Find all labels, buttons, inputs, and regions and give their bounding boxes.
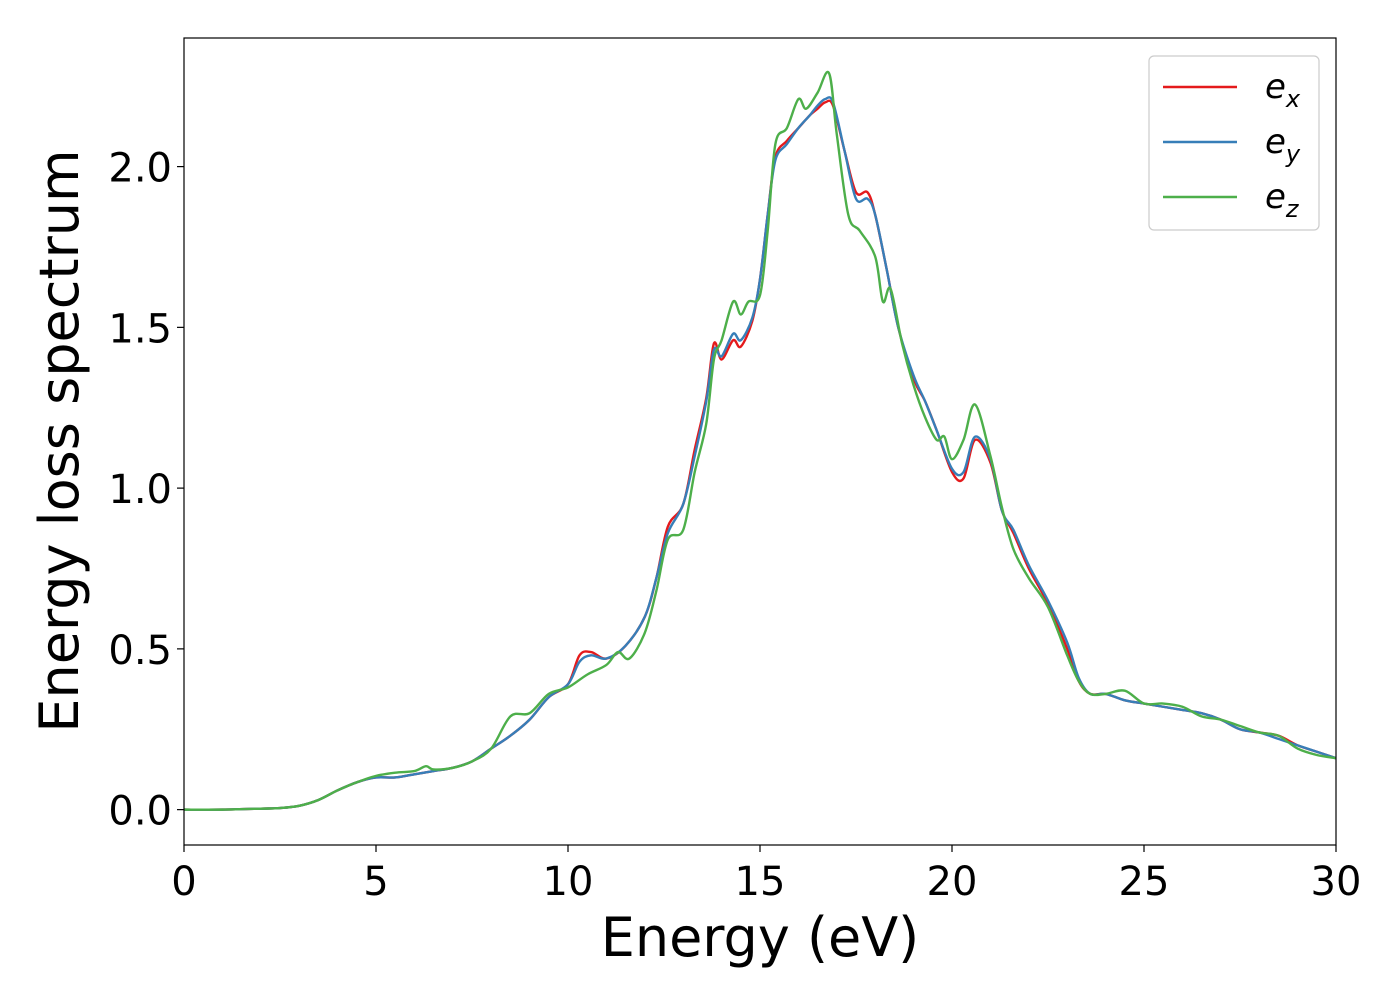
x-tick-label: 25	[1119, 859, 1170, 905]
x-axis: 0 5 10 15 20 25 30	[171, 845, 1361, 905]
legend-label-x: ex	[1265, 67, 1301, 113]
x-tick-label: 0	[171, 859, 196, 905]
y-tick-label: 0.0	[108, 789, 172, 835]
y-tick-label: 2.0	[108, 146, 172, 192]
y-tick-label: 1.0	[108, 467, 172, 513]
x-tick-label: 20	[927, 859, 978, 905]
series-line-z	[183, 70, 1337, 811]
x-tick-label: 10	[543, 859, 594, 905]
legend-label-y: ey	[1265, 122, 1301, 168]
y-axis: 0.0 0.5 1.0 1.5 2.0	[108, 146, 184, 835]
plot-area	[184, 38, 1336, 845]
x-tick-label: 15	[735, 859, 786, 905]
y-tick-label: 0.5	[108, 628, 172, 674]
x-axis-title: Energy (eV)	[601, 906, 920, 969]
x-tick-label: 30	[1311, 859, 1362, 905]
series-lines	[183, 70, 1337, 811]
y-tick-label: 1.5	[108, 306, 172, 352]
legend-label-z: ez	[1265, 177, 1300, 223]
y-axis-title: Energy loss spectrum	[28, 149, 91, 732]
x-tick-label: 5	[363, 859, 388, 905]
legend: ex ey ez	[1148, 55, 1320, 231]
